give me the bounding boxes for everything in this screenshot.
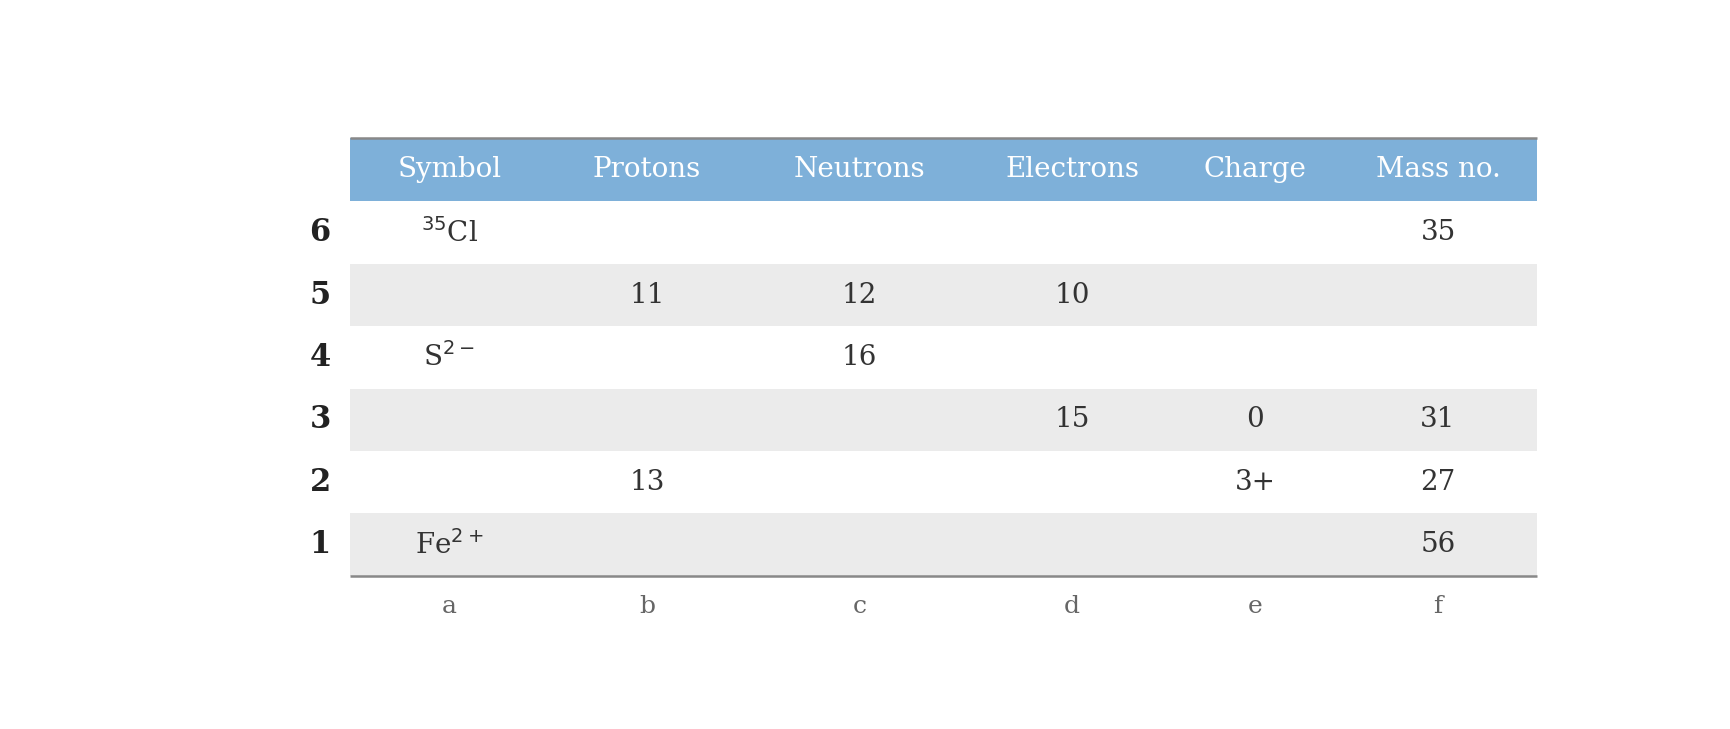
Text: Electrons: Electrons: [1005, 156, 1138, 183]
FancyBboxPatch shape: [351, 201, 1536, 264]
Text: 13: 13: [630, 469, 664, 496]
Text: Charge: Charge: [1204, 156, 1306, 183]
Text: 3: 3: [310, 405, 330, 435]
Text: Fe$^{2+}$: Fe$^{2+}$: [415, 530, 483, 560]
Text: 0: 0: [1246, 406, 1265, 433]
FancyBboxPatch shape: [1171, 138, 1339, 201]
Text: $^{35}$Cl: $^{35}$Cl: [420, 218, 477, 248]
Text: 11: 11: [630, 281, 664, 308]
Text: 56: 56: [1420, 531, 1455, 558]
Text: b: b: [638, 595, 656, 618]
Text: c: c: [853, 595, 867, 618]
Text: Protons: Protons: [593, 156, 701, 183]
Text: 16: 16: [843, 344, 877, 371]
Text: S$^{2-}$: S$^{2-}$: [424, 343, 476, 373]
FancyBboxPatch shape: [974, 138, 1171, 201]
FancyBboxPatch shape: [351, 138, 548, 201]
FancyBboxPatch shape: [351, 451, 1536, 513]
FancyBboxPatch shape: [351, 327, 1536, 389]
Text: 35: 35: [1420, 219, 1455, 246]
FancyBboxPatch shape: [548, 138, 746, 201]
FancyBboxPatch shape: [351, 389, 1536, 451]
Text: a: a: [441, 595, 457, 618]
Text: 3+: 3+: [1235, 469, 1275, 496]
Text: 6: 6: [310, 217, 330, 248]
Text: 15: 15: [1055, 406, 1090, 433]
Text: 4: 4: [310, 342, 330, 373]
Text: f: f: [1434, 595, 1443, 618]
Text: 1: 1: [310, 529, 330, 560]
FancyBboxPatch shape: [746, 138, 974, 201]
Text: Neutrons: Neutrons: [794, 156, 926, 183]
Text: 10: 10: [1054, 281, 1090, 308]
Text: Mass no.: Mass no.: [1375, 156, 1500, 183]
Text: 12: 12: [843, 281, 877, 308]
Text: 5: 5: [310, 280, 330, 311]
FancyBboxPatch shape: [351, 513, 1536, 576]
Text: e: e: [1247, 595, 1263, 618]
Text: Symbol: Symbol: [398, 156, 502, 183]
FancyBboxPatch shape: [351, 264, 1536, 327]
Text: 31: 31: [1420, 406, 1455, 433]
Text: d: d: [1064, 595, 1080, 618]
FancyBboxPatch shape: [1339, 138, 1536, 201]
Text: 27: 27: [1420, 469, 1455, 496]
Text: 2: 2: [310, 467, 330, 498]
